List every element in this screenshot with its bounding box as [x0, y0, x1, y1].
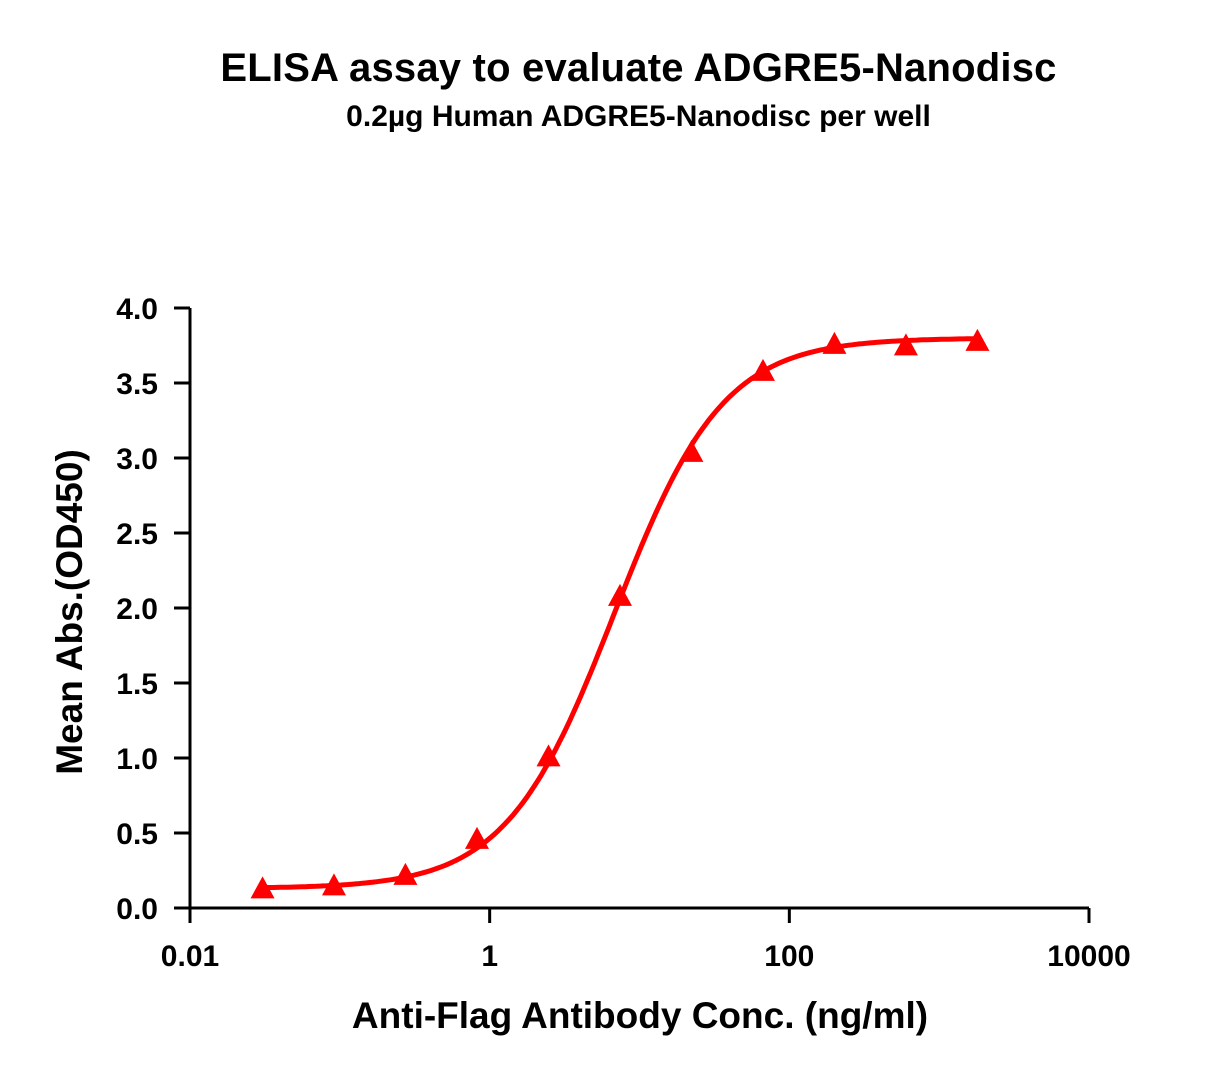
chart-title: ELISA assay to evaluate ADGRE5-Nanodisc — [220, 46, 1057, 90]
y-axis-title: Mean Abs.(OD450) — [49, 449, 90, 775]
triangle-marker-icon — [393, 862, 418, 885]
y-tick-label: 1.0 — [116, 743, 158, 776]
axes: 0.0 0.5 1.0 1.5 2.0 2.5 3.0 3.5 4.0 0.01 1 100 10000 — [116, 293, 1130, 973]
triangle-marker-icon — [965, 328, 990, 351]
x-tick-label: 0.01 — [161, 940, 219, 973]
y-tick-label: 2.5 — [116, 518, 158, 551]
triangle-marker-icon — [893, 333, 918, 356]
triangle-marker-icon — [464, 826, 489, 849]
y-tick-label: 1.5 — [116, 668, 158, 701]
y-tick-label: 4.0 — [116, 293, 158, 326]
triangle-marker-icon — [536, 744, 561, 767]
x-tick-label: 1 — [481, 940, 498, 973]
fit-line — [262, 336, 978, 891]
triangle-marker-icon — [321, 873, 346, 896]
x-tick-label: 100 — [764, 940, 814, 973]
y-tick-label: 0.5 — [116, 818, 158, 851]
triangle-marker-icon — [750, 358, 775, 381]
triangle-marker-icon — [607, 583, 632, 606]
data-markers — [250, 328, 990, 899]
fit-curve — [262, 336, 978, 891]
y-tick-label: 3.0 — [116, 443, 158, 476]
y-tick-label: 3.5 — [116, 368, 158, 401]
y-tick-label: 0.0 — [116, 893, 158, 926]
y-tick-label: 2.0 — [116, 593, 158, 626]
x-tick-label: 10000 — [1047, 940, 1130, 973]
triangle-marker-icon — [250, 876, 275, 899]
triangle-marker-icon — [679, 439, 704, 462]
triangle-marker-icon — [822, 331, 847, 354]
chart-subtitle: 0.2µg Human ADGRE5-Nanodisc per well — [346, 100, 931, 133]
x-axis-title: Anti-Flag Antibody Conc. (ng/ml) — [352, 995, 928, 1036]
